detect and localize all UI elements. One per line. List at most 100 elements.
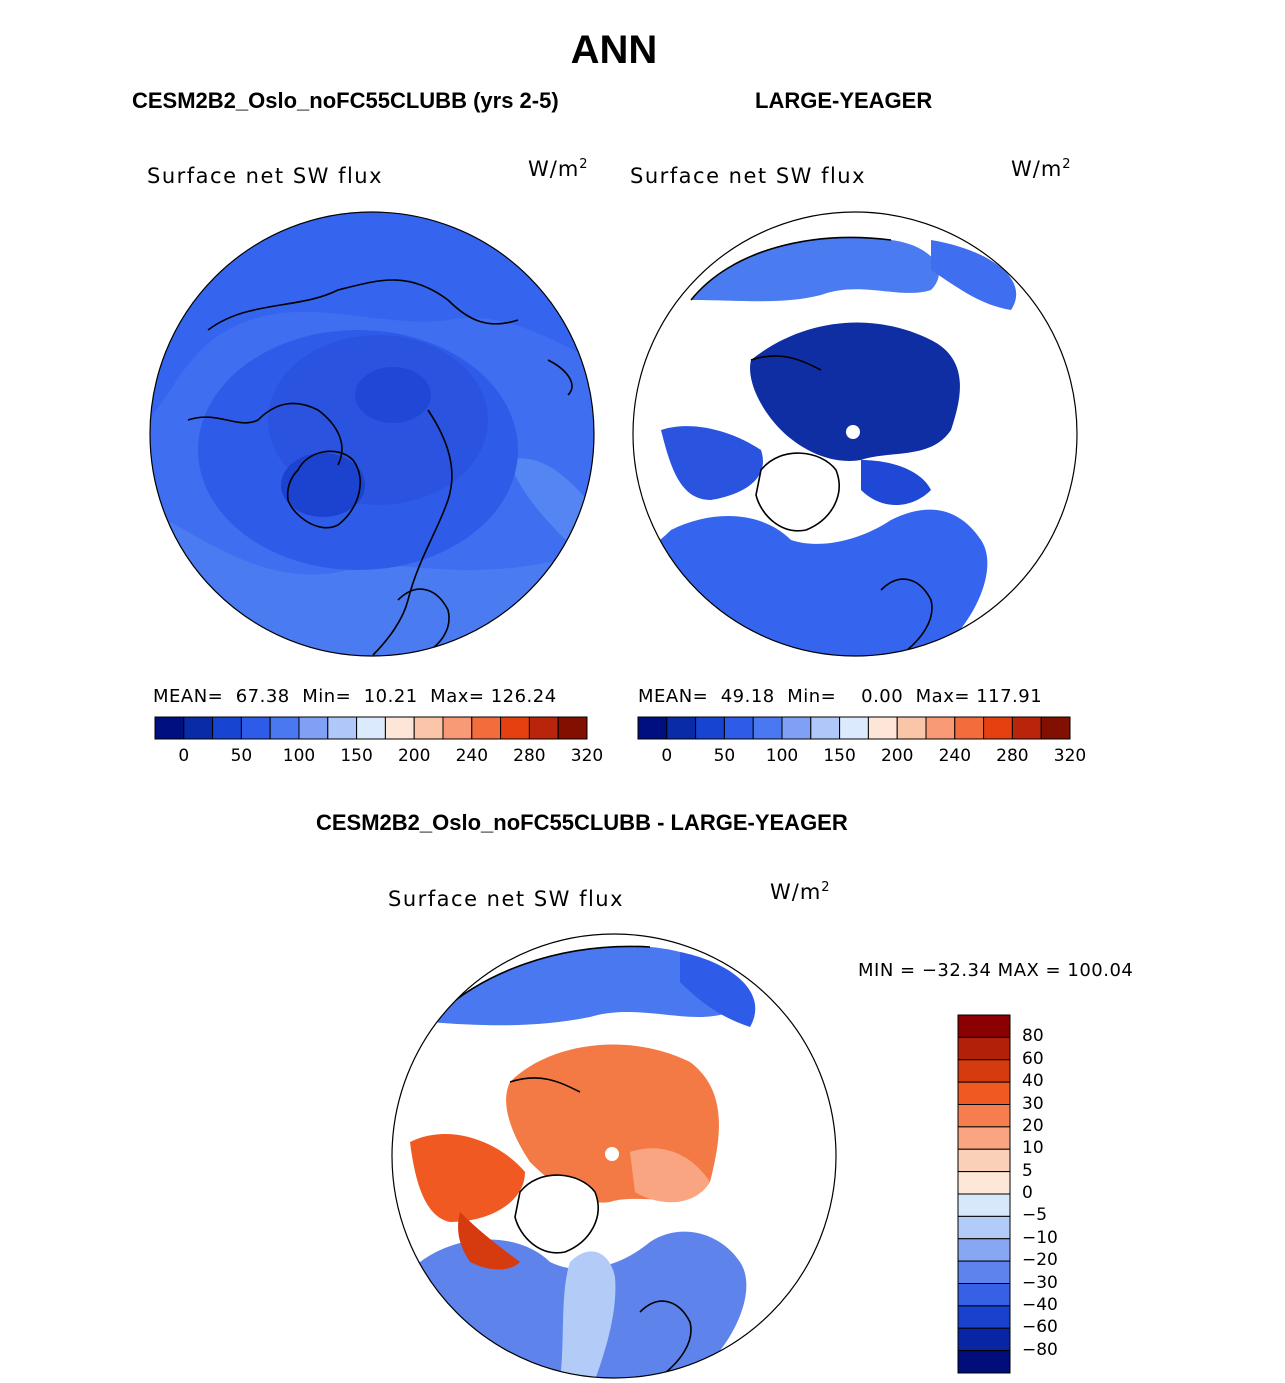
colorbar-swatch xyxy=(925,716,956,740)
colorbar-swatch xyxy=(298,716,329,740)
diff-colorbar-swatch xyxy=(957,1081,1011,1105)
panel1-coast-eurasia xyxy=(372,409,453,656)
panel1-field-south xyxy=(150,510,594,656)
diff-pole-hole xyxy=(605,1147,619,1161)
diff-colorbar xyxy=(957,1014,1011,1374)
panel1-field-max1 xyxy=(355,367,431,423)
panel1-coast-greenland xyxy=(286,450,361,529)
diff-colorbar-swatch xyxy=(957,1305,1011,1329)
diff-colorbar-swatch xyxy=(957,1327,1011,1352)
diff-colorbar-tick-label: 80 xyxy=(1022,1026,1044,1047)
diff-units: W/m2 xyxy=(770,880,831,904)
panel2-colorbar-ticks: 0 50 100 150 200 240 280 320 xyxy=(638,746,1086,770)
colorbar-swatch xyxy=(356,716,386,740)
diff-variable-label: Surface net SW flux xyxy=(388,887,625,911)
colorbar-swatch xyxy=(212,716,242,740)
diff-colorbar-swatch xyxy=(957,1126,1011,1150)
diff-colorbar-swatch xyxy=(957,1171,1011,1195)
diff-colorbar-swatch xyxy=(957,1193,1011,1217)
colorbar-tick-label: 200 xyxy=(397,746,431,766)
diff-colorbar-tick-label: −80 xyxy=(1022,1339,1058,1360)
colorbar-swatch xyxy=(752,716,783,740)
colorbar-swatch xyxy=(183,716,214,740)
diff-map-border xyxy=(391,933,837,1379)
diff-atlantic-band xyxy=(560,1251,616,1378)
diff-colorbar-tick-label: 30 xyxy=(1022,1093,1044,1114)
diff-land-greenland xyxy=(514,1174,599,1254)
panel2-units: W/m2 xyxy=(1011,157,1072,181)
diff-colorbar-swatch xyxy=(957,1059,1011,1083)
panel2-land-greenland xyxy=(755,452,840,532)
colorbar-swatch xyxy=(327,716,358,740)
colorbar-tick-label: 240 xyxy=(938,746,972,766)
diff-colorbar-swatch xyxy=(957,1238,1011,1262)
panel2-ocean-hudson xyxy=(661,426,763,500)
diff-colorbar-tick-label: 10 xyxy=(1022,1138,1044,1159)
colorbar-swatch xyxy=(154,716,185,740)
panel2-stats: MEAN= 49.18 Min= 0.00 Max= 117.91 xyxy=(638,686,1043,707)
colorbar-swatch xyxy=(1040,716,1071,740)
colorbar-swatch xyxy=(269,716,300,740)
diff-sea-ice-margin xyxy=(630,1148,710,1203)
diff-colorbar-tick-label: 5 xyxy=(1022,1160,1033,1181)
panel1-coast-canada xyxy=(187,402,343,466)
diff-coast-scandinavia xyxy=(639,1300,692,1378)
diff-labrador-positive xyxy=(458,1212,520,1270)
colorbar-swatch xyxy=(413,716,444,740)
panel2-map xyxy=(632,211,1078,657)
panel2-ocean-pacific xyxy=(691,237,939,302)
panel1-field-north xyxy=(150,212,594,420)
diff-colorbar-swatch xyxy=(957,1148,1011,1173)
panel1-map xyxy=(149,211,595,657)
panel1-subtitle: CESM2B2_Oslo_noFC55CLUBB (yrs 2-5) xyxy=(132,88,559,113)
diff-minmax: MIN = −32.34 MAX = 100.04 xyxy=(858,960,1134,981)
diff-map xyxy=(391,933,837,1379)
colorbar-swatch xyxy=(442,716,473,740)
diff-colorbar-swatch xyxy=(957,1104,1011,1128)
colorbar-swatch xyxy=(810,716,841,740)
panel1-map-border xyxy=(149,211,595,657)
diff-colorbar-tick-label: −10 xyxy=(1022,1227,1058,1248)
diff-ocean-pacific xyxy=(430,946,736,1026)
colorbar-tick-label: 200 xyxy=(880,746,914,766)
colorbar-swatch xyxy=(471,716,502,740)
diff-hudson-positive xyxy=(410,1133,525,1222)
colorbar-tick-label: 320 xyxy=(570,746,604,766)
panel2-ocean-bering xyxy=(931,240,1017,310)
colorbar-tick-label: 280 xyxy=(996,746,1029,766)
panel2-variable-label: Surface net SW flux xyxy=(630,164,867,188)
colorbar-swatch xyxy=(695,716,725,740)
colorbar-tick-label: 240 xyxy=(455,746,489,766)
colorbar-swatch xyxy=(240,716,271,740)
panel2-coast-scandinavia xyxy=(880,578,933,656)
diff-colorbar-swatch xyxy=(957,1036,1011,1061)
colorbar-tick-label: 100 xyxy=(765,746,799,766)
diff-colorbar-swatch xyxy=(957,1350,1011,1374)
diff-subtitle: CESM2B2_Oslo_noFC55CLUBB - LARGE-YEAGER xyxy=(316,810,848,835)
diff-colorbar-tick-label: 20 xyxy=(1022,1115,1044,1136)
panel1-units: W/m2 xyxy=(528,157,589,181)
colorbar-swatch xyxy=(637,716,668,740)
colorbar-tick-label: 50 xyxy=(230,746,253,766)
panel2-pole-hole xyxy=(846,425,860,439)
diff-colorbar-tick-label: 0 xyxy=(1022,1183,1033,1203)
diff-colorbar-tick-label: −40 xyxy=(1022,1294,1058,1315)
panel1-stats: MEAN= 67.38 Min= 10.21 Max= 126.24 xyxy=(153,686,557,707)
colorbar-tick-label: 0 xyxy=(661,746,673,766)
colorbar-swatch xyxy=(896,716,927,740)
panel2-ocean-barents xyxy=(861,460,931,505)
colorbar-swatch xyxy=(666,716,697,740)
colorbar-tick-label: 100 xyxy=(282,746,316,766)
figure-title: ANN xyxy=(570,28,658,72)
colorbar-swatch xyxy=(781,716,812,740)
colorbar-swatch xyxy=(723,716,754,740)
panel1-coast-alaska xyxy=(547,359,573,396)
panel2-map-border xyxy=(632,211,1078,657)
panel1-coast-north xyxy=(207,279,519,331)
diff-colorbar-tick-label: −20 xyxy=(1022,1250,1058,1271)
colorbar-swatch xyxy=(954,716,985,740)
panel1-colorbar-ticks: 0 50 100 150 200 240 280 320 xyxy=(155,746,603,770)
colorbar-swatch xyxy=(384,716,415,740)
diff-colorbar-swatch xyxy=(957,1260,1011,1284)
diff-colorbar-swatch xyxy=(957,1014,1011,1038)
